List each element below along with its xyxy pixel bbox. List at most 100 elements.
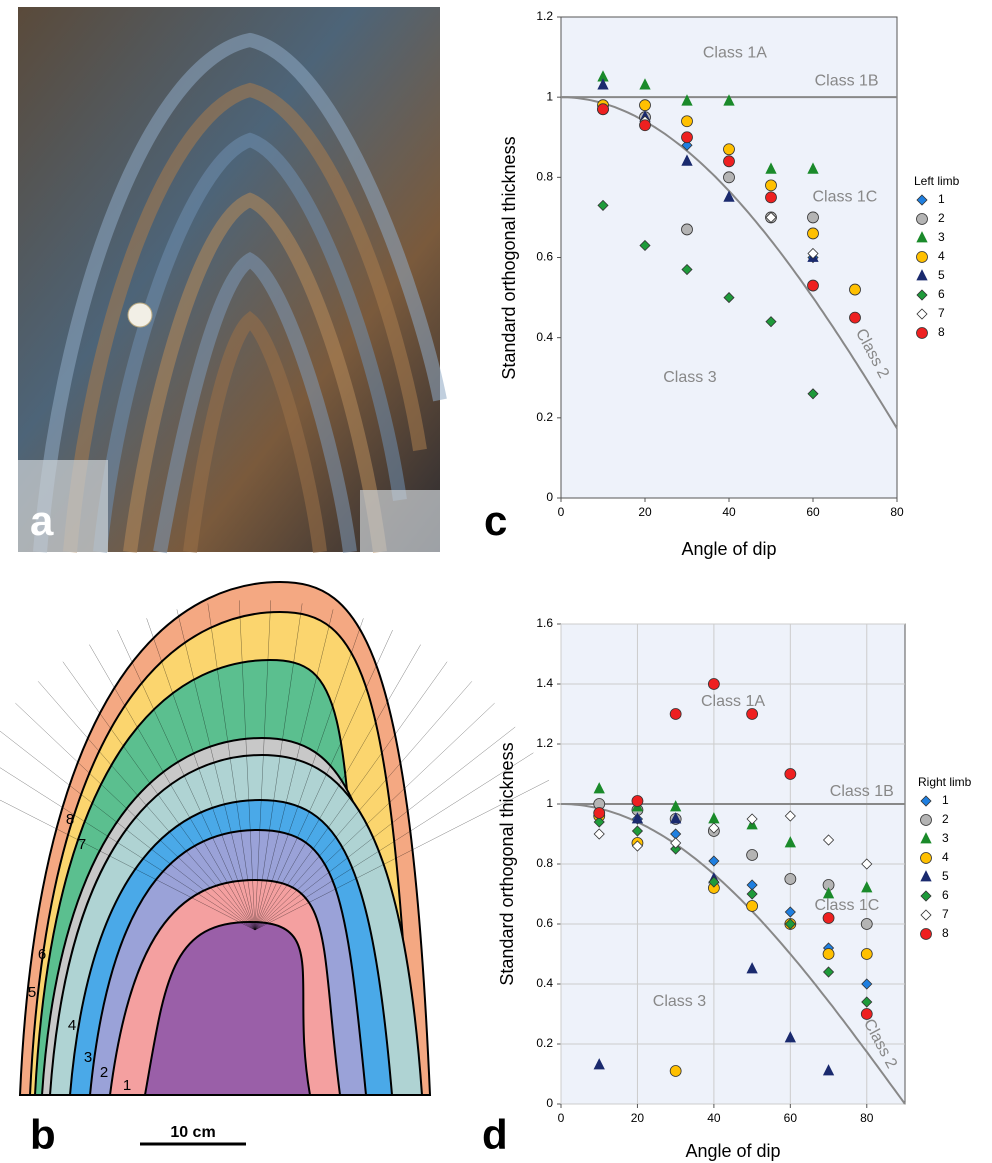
layer-label: 7: [78, 836, 86, 853]
point: [593, 816, 605, 828]
fold-trace: [89, 644, 256, 931]
legend-label: 3: [938, 230, 945, 244]
point: [681, 154, 693, 166]
y-tick-label: 0.8: [536, 856, 553, 870]
point: [681, 131, 693, 144]
point: [860, 1008, 873, 1020]
point: [746, 813, 758, 825]
annotation: Class 1B: [815, 72, 879, 89]
legend-swatch: [916, 194, 928, 206]
legend-swatch: [920, 928, 932, 940]
y-tick-label: 0: [546, 490, 553, 504]
y-tick-label: 1.6: [536, 616, 553, 630]
panel-label: d: [482, 1111, 508, 1158]
fold-trace: [117, 629, 256, 931]
point: [631, 825, 644, 837]
point: [807, 279, 819, 292]
panel-label: b: [30, 1111, 56, 1158]
legend-label: 4: [938, 249, 945, 263]
annotation: Class 1C: [814, 897, 879, 914]
x-axis-label: Angle of dip: [681, 539, 776, 559]
legend-label: 5: [942, 869, 949, 883]
annotation: Class 3: [653, 993, 706, 1010]
point: [707, 678, 720, 690]
point: [593, 782, 605, 794]
legend-label: 8: [938, 325, 945, 339]
panel-label: a: [30, 497, 54, 544]
point: [849, 283, 861, 296]
point: [860, 948, 873, 960]
fold-trace: [254, 644, 421, 931]
annotation: Class 3: [663, 369, 716, 386]
point: [681, 94, 693, 106]
fold-trace: [254, 609, 334, 931]
point: [593, 828, 605, 840]
x-tick-label: 20: [631, 1111, 645, 1125]
point: [746, 708, 759, 720]
fold-trace: [254, 726, 516, 931]
legend-label: 8: [942, 926, 949, 940]
point: [681, 263, 693, 276]
y-tick-label: 0.4: [536, 976, 553, 990]
legend-swatch: [920, 832, 932, 844]
y-axis-label: Standard orthogonal thickness: [497, 742, 517, 985]
point: [593, 807, 606, 819]
legend-title: Left limb: [914, 174, 960, 188]
legend-swatch: [920, 814, 932, 826]
point: [784, 768, 797, 780]
point: [765, 162, 777, 174]
fold-trace: [254, 603, 303, 931]
point: [669, 708, 682, 720]
point: [723, 171, 735, 184]
fold-trace: [15, 702, 256, 931]
point: [670, 812, 682, 824]
fold-trace: [146, 618, 256, 931]
fold-trace: [254, 779, 550, 931]
point: [593, 1058, 605, 1070]
point: [723, 94, 735, 106]
point: [746, 888, 758, 900]
panel-label: c: [484, 497, 507, 544]
point: [723, 190, 735, 202]
y-tick-label: 0.6: [536, 250, 553, 264]
point: [723, 292, 735, 304]
point: [681, 223, 693, 236]
x-tick-label: 0: [558, 505, 565, 519]
point: [708, 855, 720, 867]
x-tick-label: 40: [707, 1111, 721, 1125]
fold-trace: [238, 600, 256, 931]
point: [807, 227, 819, 240]
x-tick-label: 20: [638, 505, 652, 519]
point: [807, 211, 819, 224]
y-tick-label: 0.2: [536, 410, 553, 424]
fold-trace: [254, 752, 534, 931]
point: [765, 316, 777, 328]
y-tick-label: 1: [546, 89, 553, 103]
y-tick-label: 1.2: [536, 736, 553, 750]
legend-swatch: [916, 213, 928, 225]
point: [822, 966, 835, 978]
point: [723, 143, 735, 156]
point: [723, 155, 735, 168]
legend-swatch: [920, 870, 932, 882]
legend-swatch: [916, 289, 928, 301]
legend-swatch: [920, 890, 932, 902]
point: [860, 918, 873, 930]
point: [670, 800, 682, 812]
fold-trace: [0, 799, 256, 931]
annotation: Class 1B: [830, 783, 894, 800]
fold-trace: [254, 661, 448, 931]
point: [597, 199, 609, 211]
point: [670, 837, 682, 849]
legend-swatch: [920, 852, 932, 864]
legend-label: 6: [938, 287, 945, 301]
point: [631, 812, 644, 824]
point: [681, 139, 693, 151]
layer-label: 8: [66, 811, 74, 828]
layer-label: 4: [68, 1017, 76, 1034]
legend-label: 2: [942, 812, 949, 826]
point: [765, 179, 777, 192]
point: [639, 239, 651, 252]
